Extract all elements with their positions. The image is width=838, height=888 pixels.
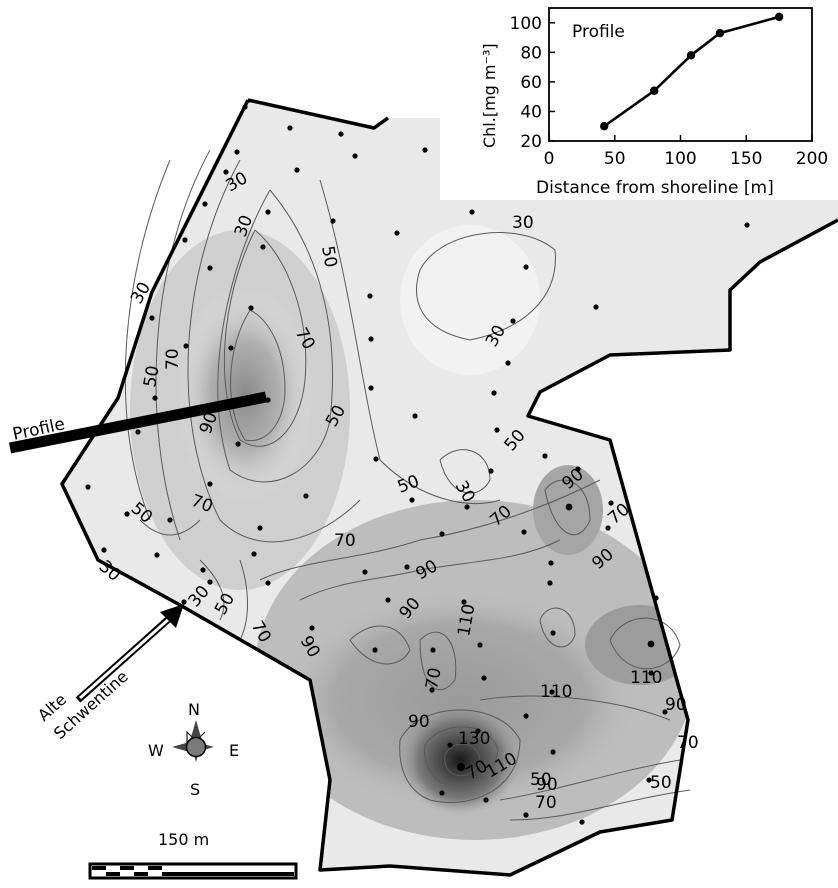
scale-label: 150 m bbox=[158, 830, 209, 849]
data-point bbox=[686, 51, 696, 60]
y-tick-label: 60 bbox=[520, 73, 542, 93]
x-tick-label: 200 bbox=[796, 149, 828, 169]
data-point bbox=[650, 86, 659, 95]
contour-label: 90 bbox=[536, 775, 558, 795]
y-tick-label: 100 bbox=[510, 14, 542, 34]
data-point bbox=[600, 122, 609, 131]
contour-label: 90 bbox=[665, 695, 687, 715]
contour-label: 90 bbox=[408, 712, 430, 732]
x-tick-label: 100 bbox=[664, 149, 696, 169]
contour-label: 30 bbox=[512, 213, 534, 233]
contour-label: 50 bbox=[530, 770, 552, 790]
compass-rose bbox=[172, 720, 214, 762]
sampling-stations bbox=[85, 104, 750, 825]
x-axis-label: Distance from shoreline [m] bbox=[536, 178, 774, 198]
data-point bbox=[715, 28, 725, 38]
y-tick-label: 20 bbox=[520, 132, 542, 152]
contour-label: 70 bbox=[163, 348, 183, 370]
x-tick-label: 150 bbox=[730, 149, 762, 169]
contour-label: 110 bbox=[540, 682, 572, 702]
scale-bar bbox=[88, 862, 298, 880]
y-axis-label: Chl.[mg m⁻³] bbox=[480, 43, 499, 148]
shading-layers bbox=[130, 225, 695, 840]
shoreline-boundary bbox=[60, 98, 838, 877]
profile-transect-line bbox=[8, 391, 268, 454]
inset-profile-chart: 0 50 100 150 200 20 40 60 80 100 Profile Distance… bbox=[480, 7, 828, 198]
contour-label: 70 bbox=[677, 733, 699, 753]
contour-label: 110 bbox=[630, 668, 662, 688]
compass-east: E bbox=[229, 741, 239, 760]
contour-label: 70 bbox=[422, 666, 445, 691]
y-tick-label: 40 bbox=[520, 102, 542, 122]
y-tick-label: 80 bbox=[520, 43, 542, 63]
x-tick-label: 0 bbox=[544, 149, 555, 169]
contour-label: 70 bbox=[334, 531, 356, 551]
data-point bbox=[774, 12, 784, 22]
contour-lines bbox=[124, 149, 691, 821]
contour-label: 130 bbox=[458, 729, 490, 749]
contour-label: 50 bbox=[140, 364, 163, 389]
compass-west: W bbox=[148, 741, 164, 760]
contour-label: 50 bbox=[317, 244, 340, 269]
contour-label: 50 bbox=[650, 773, 672, 793]
compass-south: S bbox=[190, 780, 200, 799]
river-inflow-arrow bbox=[75, 604, 184, 703]
contour-label: 70 bbox=[535, 793, 557, 813]
inset-chart-title: Profile bbox=[572, 22, 625, 42]
x-tick-label: 50 bbox=[604, 149, 626, 169]
compass-north: N bbox=[188, 700, 200, 719]
